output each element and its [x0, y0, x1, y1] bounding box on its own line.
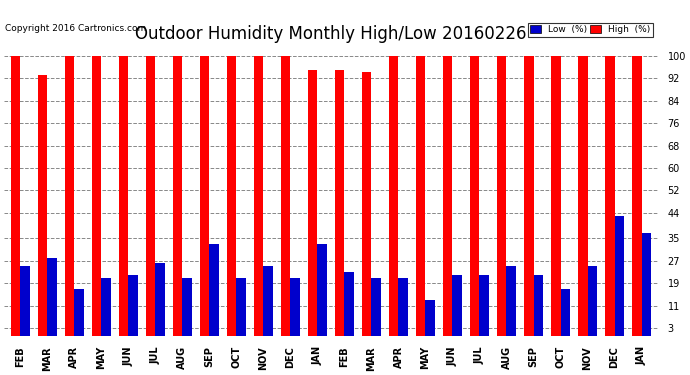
Bar [632, 56, 642, 336]
Bar [48, 258, 57, 336]
Bar [416, 56, 426, 336]
Bar [389, 56, 398, 336]
Bar [227, 56, 237, 336]
Bar [480, 275, 489, 336]
Bar [605, 56, 615, 336]
Bar [210, 244, 219, 336]
Bar [615, 216, 624, 336]
Bar [362, 72, 371, 336]
Bar [182, 278, 192, 336]
Bar [119, 56, 128, 336]
Bar [173, 56, 182, 336]
Title: Outdoor Humidity Monthly High/Low 20160226: Outdoor Humidity Monthly High/Low 201602… [135, 25, 526, 43]
Bar [92, 56, 101, 336]
Bar [642, 232, 651, 336]
Bar [578, 56, 587, 336]
Bar [506, 266, 516, 336]
Bar [443, 56, 453, 336]
Bar [560, 289, 570, 336]
Bar [237, 278, 246, 336]
Bar [128, 275, 138, 336]
Bar [398, 278, 408, 336]
Bar [65, 56, 75, 336]
Bar [317, 244, 327, 336]
Bar [200, 56, 210, 336]
Bar [155, 264, 165, 336]
Bar [11, 56, 21, 336]
Bar [101, 278, 111, 336]
Bar [38, 75, 48, 336]
Bar [470, 56, 480, 336]
Bar [371, 278, 381, 336]
Bar [21, 266, 30, 336]
Bar [146, 56, 155, 336]
Bar [497, 56, 506, 336]
Text: Copyright 2016 Cartronics.com: Copyright 2016 Cartronics.com [5, 24, 146, 33]
Bar [281, 56, 290, 336]
Legend: Low  (%), High  (%): Low (%), High (%) [528, 22, 653, 37]
Bar [533, 275, 543, 336]
Bar [290, 278, 300, 336]
Bar [524, 56, 533, 336]
Bar [587, 266, 597, 336]
Bar [75, 289, 84, 336]
Bar [335, 70, 344, 336]
Bar [426, 300, 435, 336]
Bar [453, 275, 462, 336]
Bar [264, 266, 273, 336]
Bar [254, 56, 264, 336]
Bar [308, 70, 317, 336]
Bar [551, 56, 560, 336]
Bar [344, 272, 354, 336]
